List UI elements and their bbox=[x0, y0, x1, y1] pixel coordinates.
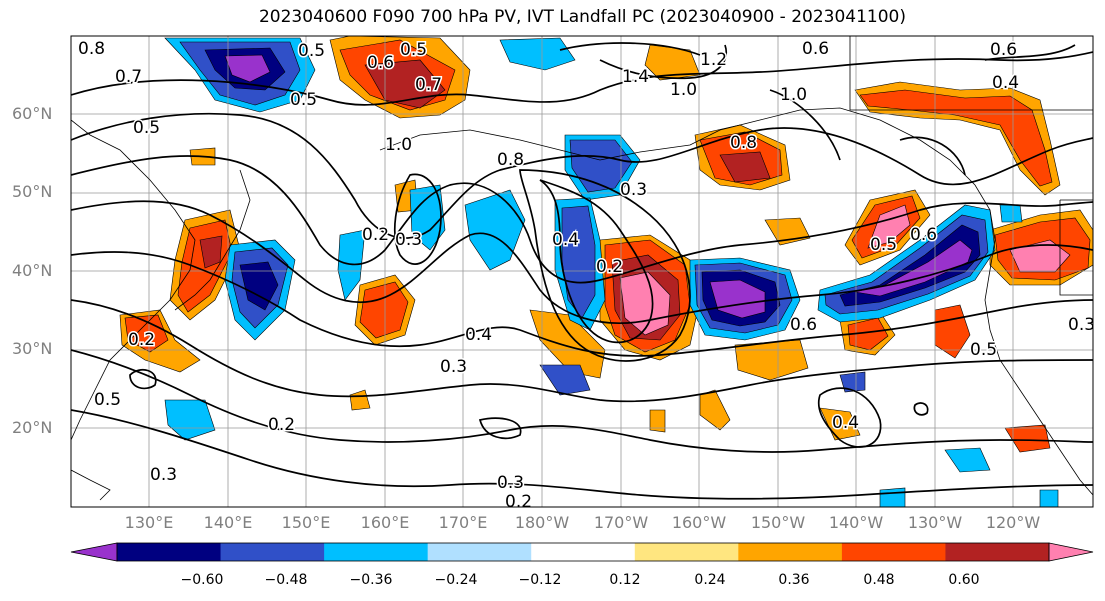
contour-label: 1.2 bbox=[700, 50, 727, 70]
contour-label: 1.4 bbox=[622, 67, 649, 87]
contour-label: 0.5 bbox=[298, 41, 325, 61]
contour-label: 0.3 bbox=[440, 357, 467, 377]
lon-label: 150°E bbox=[281, 513, 331, 532]
colorbar-segment bbox=[634, 543, 739, 561]
contour-label: 0.6 bbox=[802, 39, 829, 59]
lon-label: 130°W bbox=[907, 513, 963, 532]
lat-label: 60°N bbox=[12, 104, 53, 123]
lon-label: 170°E bbox=[438, 513, 488, 532]
lat-label: 20°N bbox=[12, 418, 53, 437]
contour-label: 0.5 bbox=[970, 340, 997, 360]
contour-label: 0.3 bbox=[620, 180, 647, 200]
contour-label: 0.4 bbox=[832, 413, 859, 433]
contour-label: 0.4 bbox=[465, 325, 492, 345]
colorbar-tick: 0.60 bbox=[948, 572, 980, 588]
colorbar-segment bbox=[324, 543, 429, 561]
lon-label: 150°W bbox=[750, 513, 806, 532]
lat-label: 30°N bbox=[12, 339, 53, 358]
colorbar-tick: 0.24 bbox=[694, 572, 726, 588]
lon-label: 160°E bbox=[360, 513, 410, 532]
colorbar-segment bbox=[117, 543, 222, 561]
contour-label: 0.6 bbox=[367, 53, 394, 73]
contour-label: 0.2 bbox=[268, 415, 295, 435]
colorbar-segment bbox=[531, 543, 636, 561]
map-frame bbox=[70, 35, 1094, 508]
colorbar-tick: 0.12 bbox=[609, 572, 641, 588]
contour-label: 0.2 bbox=[128, 330, 155, 350]
contour-label: 1.0 bbox=[385, 135, 412, 155]
colorbar-tick: −0.24 bbox=[434, 572, 478, 588]
contour-label: 0.4 bbox=[992, 73, 1019, 93]
contour-label: 0.2 bbox=[362, 225, 389, 245]
negative-shading bbox=[164, 37, 1059, 507]
contour-label: 0.5 bbox=[870, 235, 897, 255]
contour-label: 0.7 bbox=[415, 75, 442, 95]
colorbar-tick: −0.12 bbox=[518, 572, 562, 588]
contour-labels: 0.8 0.5 0.5 0.6 0.6 0.6 0.4 0.7 0.5 0.7 … bbox=[77, 38, 1095, 512]
contour-label: 1.0 bbox=[780, 85, 807, 105]
colorbar-segment bbox=[220, 543, 325, 561]
colorbar-tick: −0.36 bbox=[349, 572, 393, 588]
contour-label: 0.2 bbox=[596, 257, 623, 277]
lon-label: 120°W bbox=[985, 513, 1041, 532]
colorbar-extend-min bbox=[70, 542, 118, 562]
pv-contours bbox=[71, 42, 1093, 500]
lon-label: 160°W bbox=[671, 513, 727, 532]
lon-label: 180°W bbox=[514, 513, 570, 532]
lon-label: 170°W bbox=[593, 513, 649, 532]
contour-label: 0.8 bbox=[730, 133, 757, 153]
contour-label: 0.5 bbox=[94, 390, 121, 410]
contour-label: 0.5 bbox=[400, 40, 427, 60]
contour-label: 0.7 bbox=[115, 67, 142, 87]
contour-label: 0.6 bbox=[790, 315, 817, 335]
contour-label: 0.2 bbox=[505, 492, 532, 512]
contour-label: 0.3 bbox=[395, 230, 422, 250]
colorbar-tick: 0.36 bbox=[778, 572, 810, 588]
coastlines bbox=[71, 36, 1093, 501]
colorbar-segments bbox=[70, 542, 1094, 562]
contour-label: 0.4 bbox=[552, 230, 579, 250]
contour-label: 0.8 bbox=[497, 150, 524, 170]
contour-label: 0.5 bbox=[133, 118, 160, 138]
colorbar-segment bbox=[841, 543, 946, 561]
contour-label: 0.8 bbox=[78, 39, 105, 59]
lon-label: 130°E bbox=[124, 513, 174, 532]
map-title: 2023040600 F090 700 hPa PV, IVT Landfall… bbox=[258, 7, 906, 27]
contour-label: 0.3 bbox=[1068, 315, 1095, 335]
contour-label: 0.3 bbox=[497, 473, 524, 493]
lat-label: 50°N bbox=[12, 182, 53, 201]
contour-label: 1.0 bbox=[670, 80, 697, 100]
colorbar-segment bbox=[427, 543, 532, 561]
colorbar-frame bbox=[116, 542, 1050, 562]
contour-label: 0.5 bbox=[290, 90, 317, 110]
colorbar-segment bbox=[738, 543, 843, 561]
contour-label: 0.6 bbox=[990, 40, 1017, 60]
lat-label: 40°N bbox=[12, 261, 53, 280]
colorbar-tick: 0.48 bbox=[863, 572, 895, 588]
colorbar-segment bbox=[945, 543, 1050, 561]
contour-label: 0.3 bbox=[150, 465, 177, 485]
lon-label: 140°E bbox=[203, 513, 253, 532]
contour-label: 0.6 bbox=[910, 225, 937, 245]
lon-label: 140°W bbox=[828, 513, 884, 532]
colorbar-tick: −0.60 bbox=[180, 572, 224, 588]
colorbar-tick: −0.48 bbox=[264, 572, 308, 588]
colorbar-extend-max bbox=[1048, 542, 1094, 562]
